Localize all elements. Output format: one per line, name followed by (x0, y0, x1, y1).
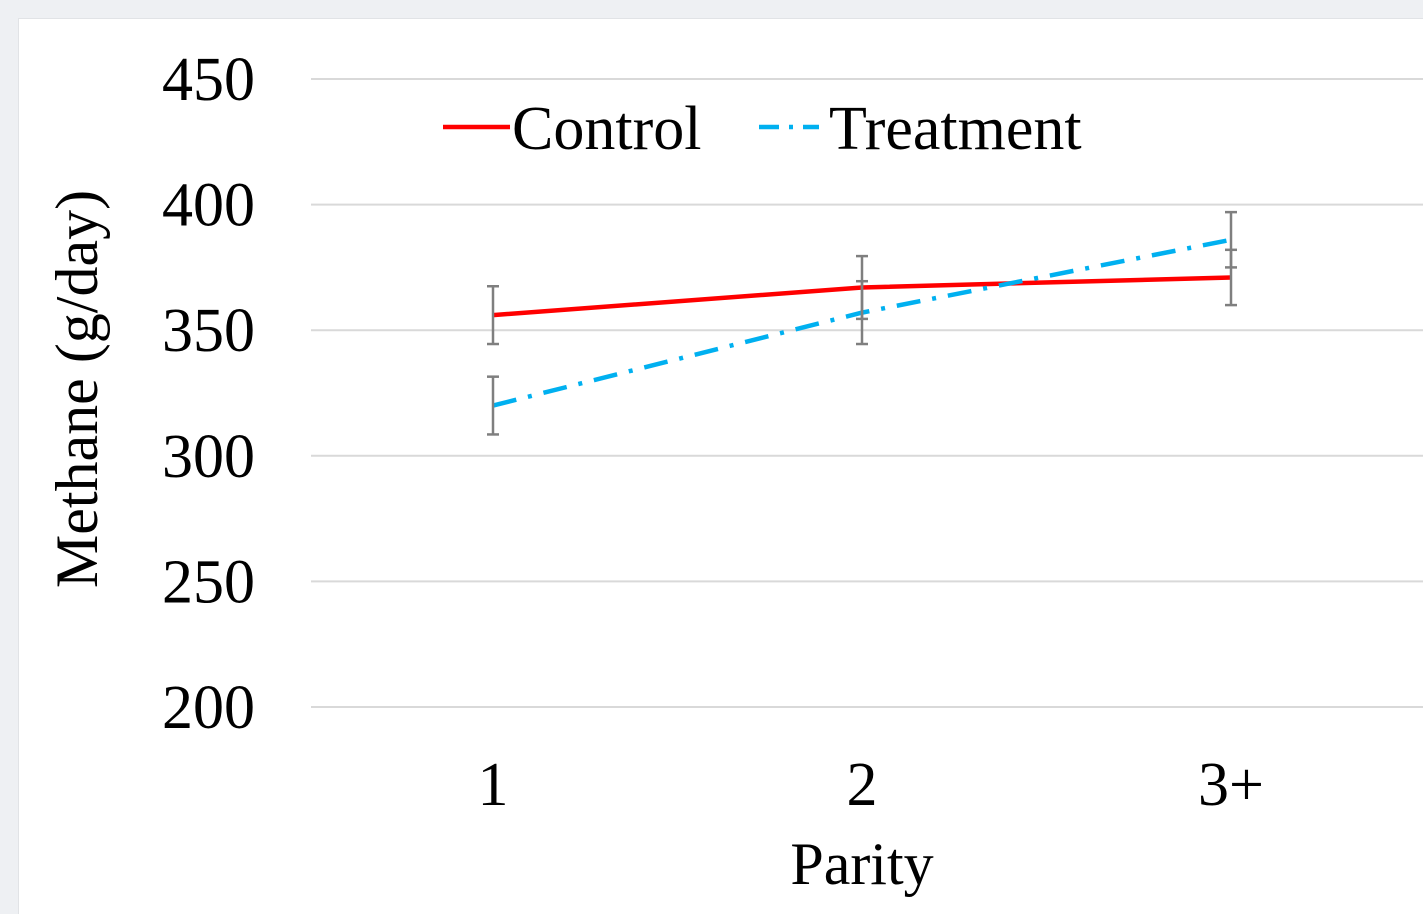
y-tick-label: 450 (162, 46, 255, 114)
legend: Control Treatment (443, 95, 1082, 163)
x-tick-label: 3+ (1198, 751, 1264, 819)
y-tick-label: 400 (162, 172, 255, 240)
error-bar (856, 279, 868, 346)
gridlines (311, 78, 1423, 708)
y-tick-label: 250 (162, 548, 255, 616)
y-tick-label: 300 (162, 423, 255, 491)
legend-label-treatment: Treatment (829, 95, 1082, 163)
error-bar (487, 375, 499, 436)
x-tick-label: 2 (847, 751, 878, 819)
error-bar (487, 284, 499, 346)
error-bars (487, 210, 1237, 436)
x-tick-labels: 1 2 3+ (478, 751, 1264, 819)
y-axis-title: Methane (g/day) (44, 190, 110, 588)
y-tick-labels: 200 250 300 350 400 450 (162, 46, 255, 742)
y-tick-label: 350 (162, 297, 255, 365)
x-tick-label: 1 (478, 751, 509, 819)
error-bar (1225, 210, 1237, 269)
legend-label-control: Control (512, 95, 701, 163)
x-axis-title: Parity (790, 831, 933, 897)
chart-frame: 200 250 300 350 400 450 1 2 3+ Methane (g/day) … (18, 18, 1423, 914)
y-tick-label: 200 (162, 674, 255, 742)
